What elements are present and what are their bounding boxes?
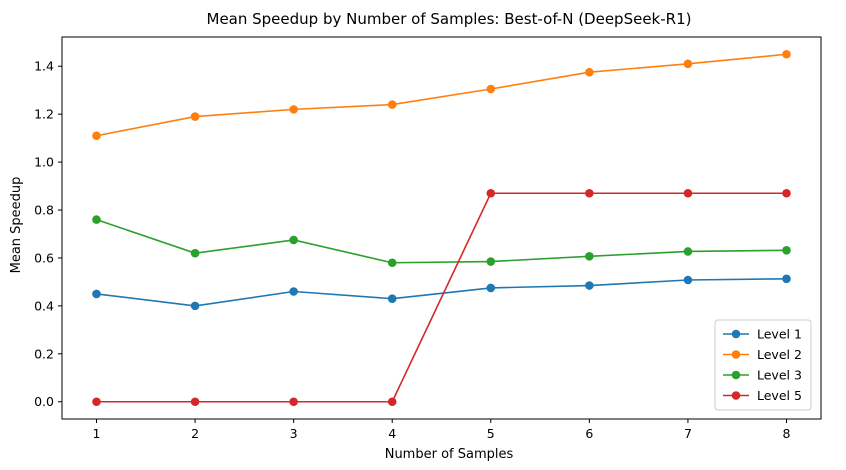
series-line-level-1 — [96, 278, 787, 307]
x-tick-label: 2 — [191, 426, 199, 441]
y-axis-label: Mean Speedup — [9, 177, 24, 274]
data-point-level-1 — [486, 283, 496, 293]
data-point-level-5 — [289, 397, 298, 407]
data-point-level-1 — [585, 281, 594, 290]
y-tick-label: 0.2 — [34, 346, 54, 361]
y-tick-label: 1.2 — [34, 107, 54, 122]
data-point-level-1 — [289, 287, 298, 296]
data-point-level-2 — [387, 100, 397, 109]
data-point-level-2 — [92, 131, 101, 141]
x-tick-label: 3 — [290, 426, 298, 441]
data-point-level-5 — [782, 188, 791, 198]
y-tick-label: 0.8 — [34, 203, 54, 218]
x-tick-label: 5 — [487, 426, 495, 441]
y-tick-label: 0.6 — [34, 250, 54, 265]
data-point-level-3 — [92, 215, 101, 224]
data-point-level-3 — [683, 247, 693, 256]
data-point-level-5 — [683, 188, 693, 198]
y-tick-label: 0.4 — [34, 298, 54, 313]
data-point-level-5 — [387, 397, 397, 407]
legend-marker-level-2 — [731, 350, 741, 359]
data-point-level-2 — [585, 67, 594, 77]
x-tick-label: 6 — [585, 426, 593, 441]
legend-label-level-5: Level 5 — [757, 388, 802, 403]
series-line-level-5 — [96, 192, 787, 403]
legend-marker-level-5 — [731, 391, 741, 400]
data-point-level-5 — [190, 397, 200, 407]
data-point-level-3 — [190, 248, 200, 258]
chart-title: Mean Speedup by Number of Samples: Best-… — [207, 10, 692, 28]
data-point-level-1 — [683, 275, 693, 285]
series-line-level-3 — [96, 218, 787, 264]
data-point-level-5 — [585, 188, 594, 198]
data-point-level-2 — [782, 49, 791, 59]
data-point-level-3 — [289, 235, 298, 245]
plot-frame — [61, 36, 822, 420]
data-point-level-3 — [782, 245, 791, 255]
legend-box — [714, 319, 812, 411]
data-point-level-3 — [387, 258, 397, 268]
data-point-level-1 — [92, 289, 101, 299]
series-line-level-2 — [96, 53, 787, 137]
legend-marker-level-3 — [731, 370, 741, 380]
x-tick-label: 1 — [93, 426, 101, 441]
x-tick-label: 8 — [783, 426, 791, 441]
data-point-level-2 — [190, 112, 200, 121]
data-point-level-2 — [683, 59, 693, 69]
legend-label-level-3: Level 3 — [757, 368, 802, 383]
data-point-level-1 — [387, 294, 397, 303]
data-point-level-1 — [190, 301, 200, 311]
x-axis-label: Number of Samples — [385, 447, 514, 462]
data-point-level-2 — [289, 105, 298, 114]
x-tick-label: 4 — [388, 426, 396, 441]
legend-label-level-1: Level 1 — [757, 327, 802, 342]
y-tick-label: 1.4 — [34, 59, 54, 74]
legend-marker-level-1 — [731, 329, 741, 339]
data-point-level-1 — [782, 274, 791, 284]
data-point-level-2 — [486, 84, 496, 94]
legend-label-level-2: Level 2 — [757, 347, 802, 362]
data-point-level-5 — [486, 188, 496, 198]
plot-area: 1 2 3 4 5 6 7 8 0.0 0.2 0.4 0.6 0.8 1.0 1.2 1.4 — [34, 36, 822, 441]
x-tick-label: 7 — [684, 426, 692, 441]
data-point-level-3 — [585, 251, 594, 261]
y-tick-label: 0.0 — [34, 394, 54, 409]
data-point-level-5 — [92, 397, 101, 407]
y-tick-label: 1.0 — [34, 155, 54, 170]
legend: Level 1 Level 2 Level 3 Level 5 — [714, 319, 812, 411]
data-point-level-3 — [486, 257, 496, 266]
